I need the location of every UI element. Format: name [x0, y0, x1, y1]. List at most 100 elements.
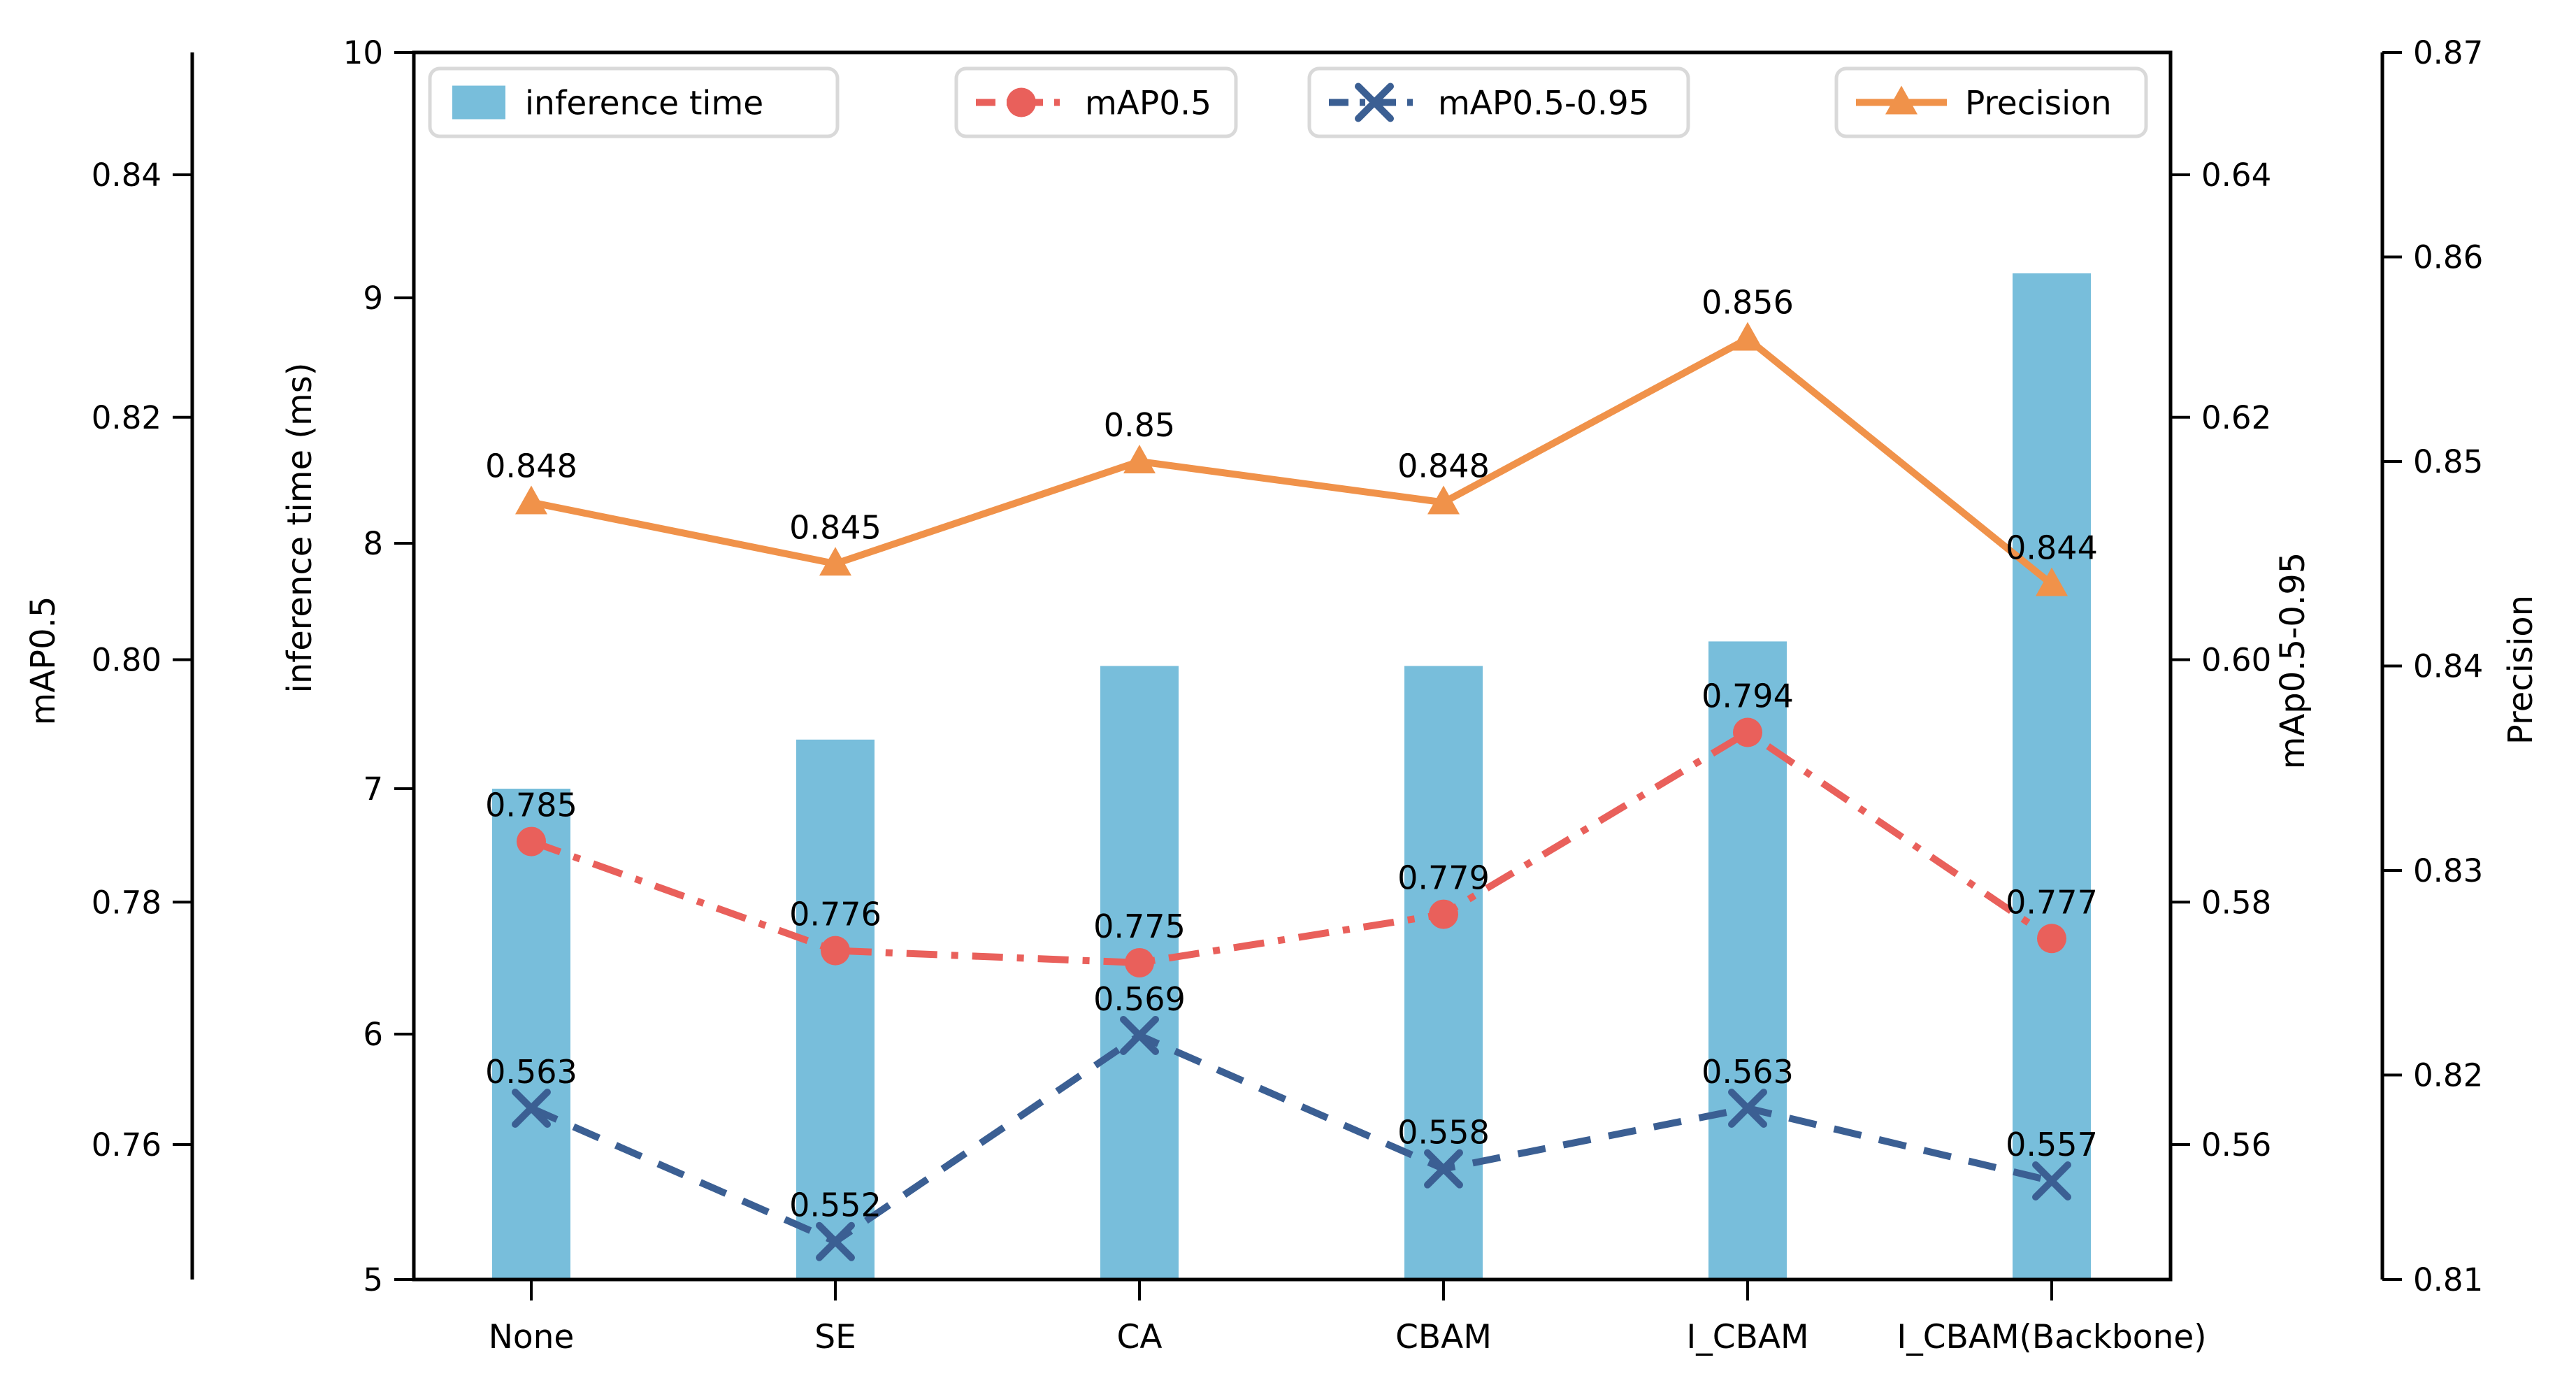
bar-se [796, 739, 875, 1280]
legend-box [1834, 66, 2148, 138]
tick-label-inference-time-ms: 6 [363, 1016, 383, 1053]
legend-label-map0-5-0-95: mAP0.5-0.95 [1438, 85, 1650, 123]
tick-label-map0-5: 0.84 [92, 157, 161, 194]
legend-item-inference-time: inference time [428, 66, 840, 138]
x-tick-label-ca: CA [1117, 1318, 1163, 1356]
legend-label-map0-5: mAP0.5 [1085, 85, 1211, 123]
circle-marker [1429, 899, 1458, 929]
legend-box [428, 66, 840, 138]
x-marker [1120, 1015, 1159, 1055]
tick-label-inference-time-ms: 7 [363, 771, 383, 808]
tick-label-map0-5-0-95: 0.60 [2201, 642, 2271, 679]
legend-box [954, 66, 1238, 138]
tick-label-map0-5: 0.76 [92, 1126, 161, 1163]
tick-label-map0-5: 0.80 [92, 642, 161, 679]
legend-box [1307, 66, 1690, 138]
axis-map0-5-0-95: 0.56 0.58 0.60 0.62 0.64 mAp0.5-0.95 [2171, 157, 2312, 1163]
tick-label-map0-5: 0.78 [92, 884, 161, 921]
data-label-map0-5-0-95-cbam: 0.558 [1397, 1114, 1490, 1152]
triangle-marker [1732, 322, 1764, 351]
tick-label-inference-time-ms: 5 [363, 1261, 383, 1298]
line-map0-5-0-95 [529, 1031, 2053, 1246]
x-marker [512, 1088, 551, 1128]
circle-marker [1125, 947, 1154, 977]
tick-label-inference-time-ms: 9 [363, 280, 383, 317]
axes: 0.76 0.78 0.80 0.82 0.84 mAP0.5 5 6 7 8 9 10 inferen… [24, 34, 2540, 1356]
x-marker [1728, 1088, 1767, 1128]
x-marker [2032, 1161, 2071, 1201]
x-tick-label-i-cbam: I_CBAM [1686, 1318, 1808, 1356]
legend-label-precision: Precision [1965, 85, 2112, 123]
x-marker [816, 1221, 855, 1261]
tick-label-map0-5-0-95: 0.56 [2201, 1126, 2271, 1163]
axis-title-map0-5: mAP0.5 [24, 596, 63, 726]
triangle-marker [2036, 567, 2068, 596]
data-label-map0-5-ca: 0.775 [1093, 908, 1186, 945]
x-marker [1424, 1149, 1463, 1189]
data-label-map0-5-0-95-se: 0.552 [789, 1187, 882, 1224]
tick-label-inference-time-ms: 8 [363, 525, 383, 562]
axis-title-map0-5-0-95: mAp0.5-0.95 [2273, 552, 2312, 770]
circle-marker [517, 826, 546, 857]
line-precision [531, 334, 2055, 587]
series-precision: 0.848 0.845 0.85 0.848 0.856 0.844 [485, 284, 2098, 596]
data-label-map0-5-cbam: 0.779 [1397, 859, 1490, 897]
data-label-precision-se: 0.845 [789, 508, 882, 546]
axis-inference-time-ms: 5 6 7 8 9 10 inference time (ms) [280, 34, 414, 1298]
bar-none [492, 789, 570, 1280]
legend-swatch-inference-time [452, 85, 505, 120]
tick-label-precision: 0.83 [2413, 852, 2483, 889]
data-label-precision-cbam: 0.848 [1397, 447, 1490, 485]
legend: inference time mAP0.5 mAP0.5-0.95 Precision [428, 66, 2148, 138]
data-label-precision-i-cbam-backbone: 0.844 [2006, 529, 2098, 567]
legend-item-map0-5-0-95: mAP0.5-0.95 [1307, 66, 1690, 138]
circle-marker [1007, 87, 1036, 117]
data-label-map0-5-none: 0.785 [485, 787, 577, 824]
legend-item-map0-5: mAP0.5 [954, 66, 1238, 138]
line-map0-5 [530, 728, 2054, 966]
tick-label-map0-5-0-95: 0.58 [2201, 884, 2271, 921]
data-label-map0-5-0-95-ca: 0.569 [1093, 980, 1186, 1018]
x-tick-label-cbam: CBAM [1395, 1318, 1492, 1356]
series-map0-5-0-95: 0.563 0.552 0.569 0.558 0.563 0.557 [485, 980, 2098, 1261]
tick-label-precision: 0.81 [2413, 1261, 2483, 1298]
axis-map0-5: 0.76 0.78 0.80 0.82 0.84 mAP0.5 [24, 52, 194, 1280]
legend-item-precision: Precision [1834, 66, 2148, 138]
data-label-map0-5-0-95-i-cbam: 0.563 [1701, 1053, 1794, 1091]
tick-label-precision: 0.85 [2413, 443, 2483, 480]
tick-label-precision: 0.87 [2413, 34, 2483, 71]
data-label-precision-i-cbam: 0.856 [1701, 284, 1794, 322]
tick-label-map0-5-0-95: 0.64 [2201, 157, 2271, 194]
triangle-marker [1885, 85, 1917, 115]
data-label-precision-ca: 0.85 [1104, 406, 1175, 444]
series-map0-5: 0.785 0.776 0.775 0.779 0.794 0.777 [485, 678, 2098, 977]
triangle-marker [515, 485, 547, 515]
axis-title-inference-time-ms: inference time (ms) [280, 363, 319, 694]
circle-marker [2037, 924, 2066, 954]
bar-cbam [1404, 666, 1483, 1280]
legend-label-inference-time: inference time [525, 85, 763, 123]
triangle-marker [1427, 485, 1460, 515]
data-label-map0-5-i-cbam: 0.794 [1701, 678, 1794, 715]
plot-border [412, 50, 2173, 1282]
x-tick-label-se: SE [814, 1318, 856, 1356]
tick-label-map0-5-0-95: 0.62 [2201, 399, 2271, 436]
data-label-map0-5-se: 0.776 [789, 896, 882, 933]
tick-label-precision: 0.84 [2413, 648, 2483, 685]
circle-marker [1733, 717, 1762, 747]
triangle-marker [819, 547, 851, 576]
axis-precision: 0.81 0.82 0.83 0.84 0.85 0.86 0.87 Precision [2380, 34, 2540, 1298]
data-label-map0-5-0-95-i-cbam-backbone: 0.557 [2006, 1126, 2098, 1163]
circle-marker [821, 936, 850, 966]
bar-i-cbam-backbone [2013, 273, 2091, 1280]
x-tick-label-none: None [489, 1318, 575, 1356]
tick-label-precision: 0.82 [2413, 1057, 2483, 1094]
data-label-precision-none: 0.848 [485, 447, 577, 485]
x-tick-label-i-cbam-backbone: I_CBAM(Backbone) [1897, 1318, 2206, 1356]
tick-label-map0-5: 0.82 [92, 399, 161, 436]
triangle-marker [1123, 445, 1156, 473]
tick-label-inference-time-ms: 10 [343, 34, 383, 71]
